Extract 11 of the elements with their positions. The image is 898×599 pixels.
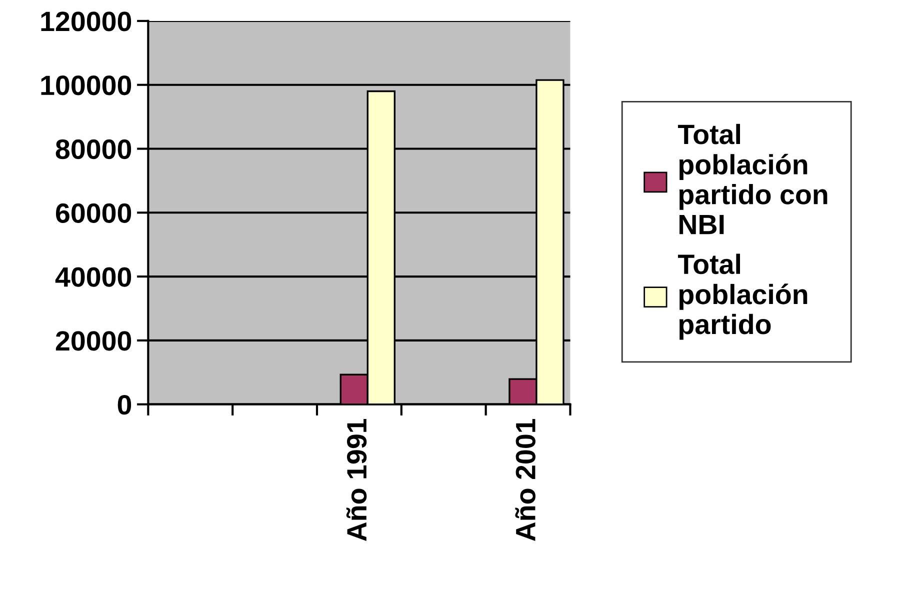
y-tick-label: 60000 — [56, 203, 132, 223]
y-tick-label: 40000 — [55, 267, 132, 287]
y-tick-label: 100000 — [41, 76, 132, 96]
x-tick-label: Año 2001 — [515, 418, 536, 542]
legend-label: Total población partido — [678, 254, 808, 340]
y-tick-label: 0 — [118, 394, 132, 415]
y-tick-label: 120000 — [41, 12, 132, 32]
x-tick-label: Año 1991 — [346, 418, 367, 542]
legend-label: Total población partido con NBI — [678, 124, 828, 234]
y-tick-label: 20000 — [56, 331, 132, 351]
y-tick-label: 80000 — [56, 139, 132, 160]
